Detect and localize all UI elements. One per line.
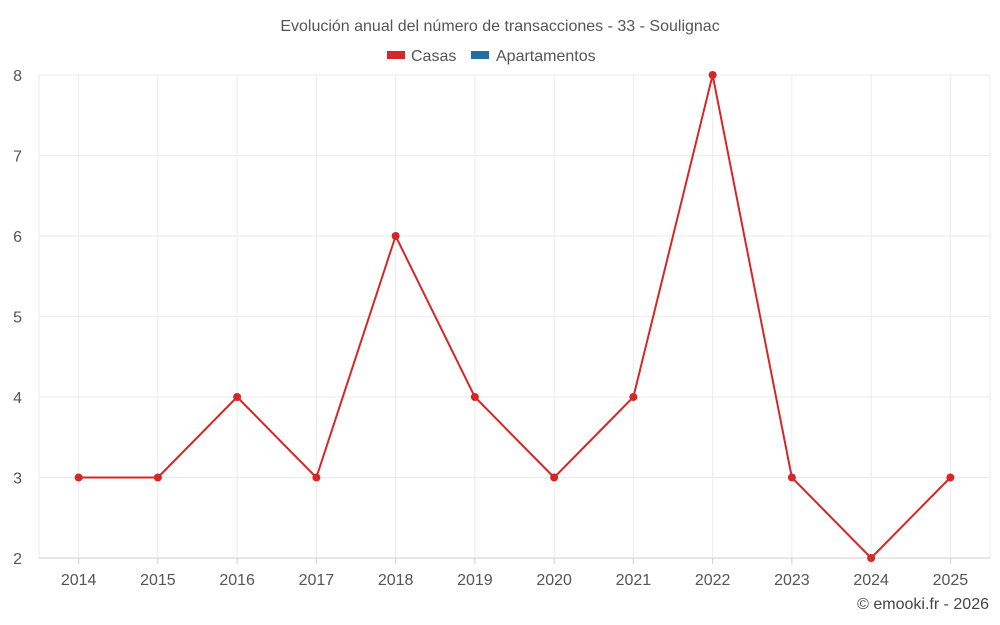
y-tick-label: 2	[13, 551, 22, 568]
data-point[interactable]	[629, 393, 638, 401]
series-line-casas	[78, 74, 952, 559]
data-point[interactable]	[312, 473, 321, 482]
data-point[interactable]	[470, 393, 479, 401]
y-tick-label: 8	[13, 68, 22, 85]
data-point[interactable]	[153, 473, 162, 482]
data-point[interactable]	[550, 473, 559, 482]
x-tick-label: 2021	[616, 572, 652, 589]
y-tick-label: 5	[13, 310, 22, 327]
grid	[38, 74, 991, 558]
legend-item-apartamentos[interactable]: Apartamentos	[471, 48, 596, 65]
x-tick-label: 2023	[774, 572, 810, 589]
x-tick-label: 2015	[140, 572, 176, 589]
x-axis: 2014 2015 2016 2017 2018 2019 2020 2021 2022 2023…	[39, 557, 990, 589]
y-tick-label: 4	[13, 390, 22, 407]
data-point[interactable]	[787, 473, 796, 482]
legend-label-casas: Casas	[411, 48, 456, 65]
data-point[interactable]	[233, 393, 242, 401]
x-tick-label: 2018	[378, 572, 414, 589]
series-casas	[74, 71, 955, 562]
data-point[interactable]	[946, 473, 955, 482]
data-point[interactable]	[74, 473, 83, 482]
x-tick-label: 2020	[536, 572, 572, 589]
x-tick-label: 2025	[933, 572, 969, 589]
chart-title: Evolución anual del número de transaccio…	[280, 18, 719, 35]
x-tick-label: 2019	[457, 572, 493, 589]
credit-text: © emooki.fr - 2026	[857, 596, 989, 613]
data-point[interactable]	[708, 71, 717, 79]
legend-swatch-casas	[387, 51, 405, 59]
data-point[interactable]	[867, 554, 876, 562]
x-tick-label: 2024	[853, 572, 889, 589]
legend-label-apartamentos: Apartamentos	[496, 48, 596, 65]
legend-item-casas[interactable]: Casas	[387, 48, 456, 65]
data-point[interactable]	[391, 232, 400, 240]
y-tick-label: 7	[13, 149, 22, 166]
y-axis: 2 3 4 5 6 7 8	[13, 68, 22, 568]
legend-swatch-apartamentos	[471, 51, 489, 59]
x-tick-label: 2016	[219, 572, 255, 589]
x-tick-label: 2017	[299, 572, 335, 589]
y-tick-label: 3	[13, 471, 22, 488]
legend: Casas Apartamentos	[387, 48, 596, 65]
x-tick-label: 2014	[61, 572, 97, 589]
y-tick-label: 6	[13, 229, 22, 246]
x-tick-label: 2022	[695, 572, 731, 589]
